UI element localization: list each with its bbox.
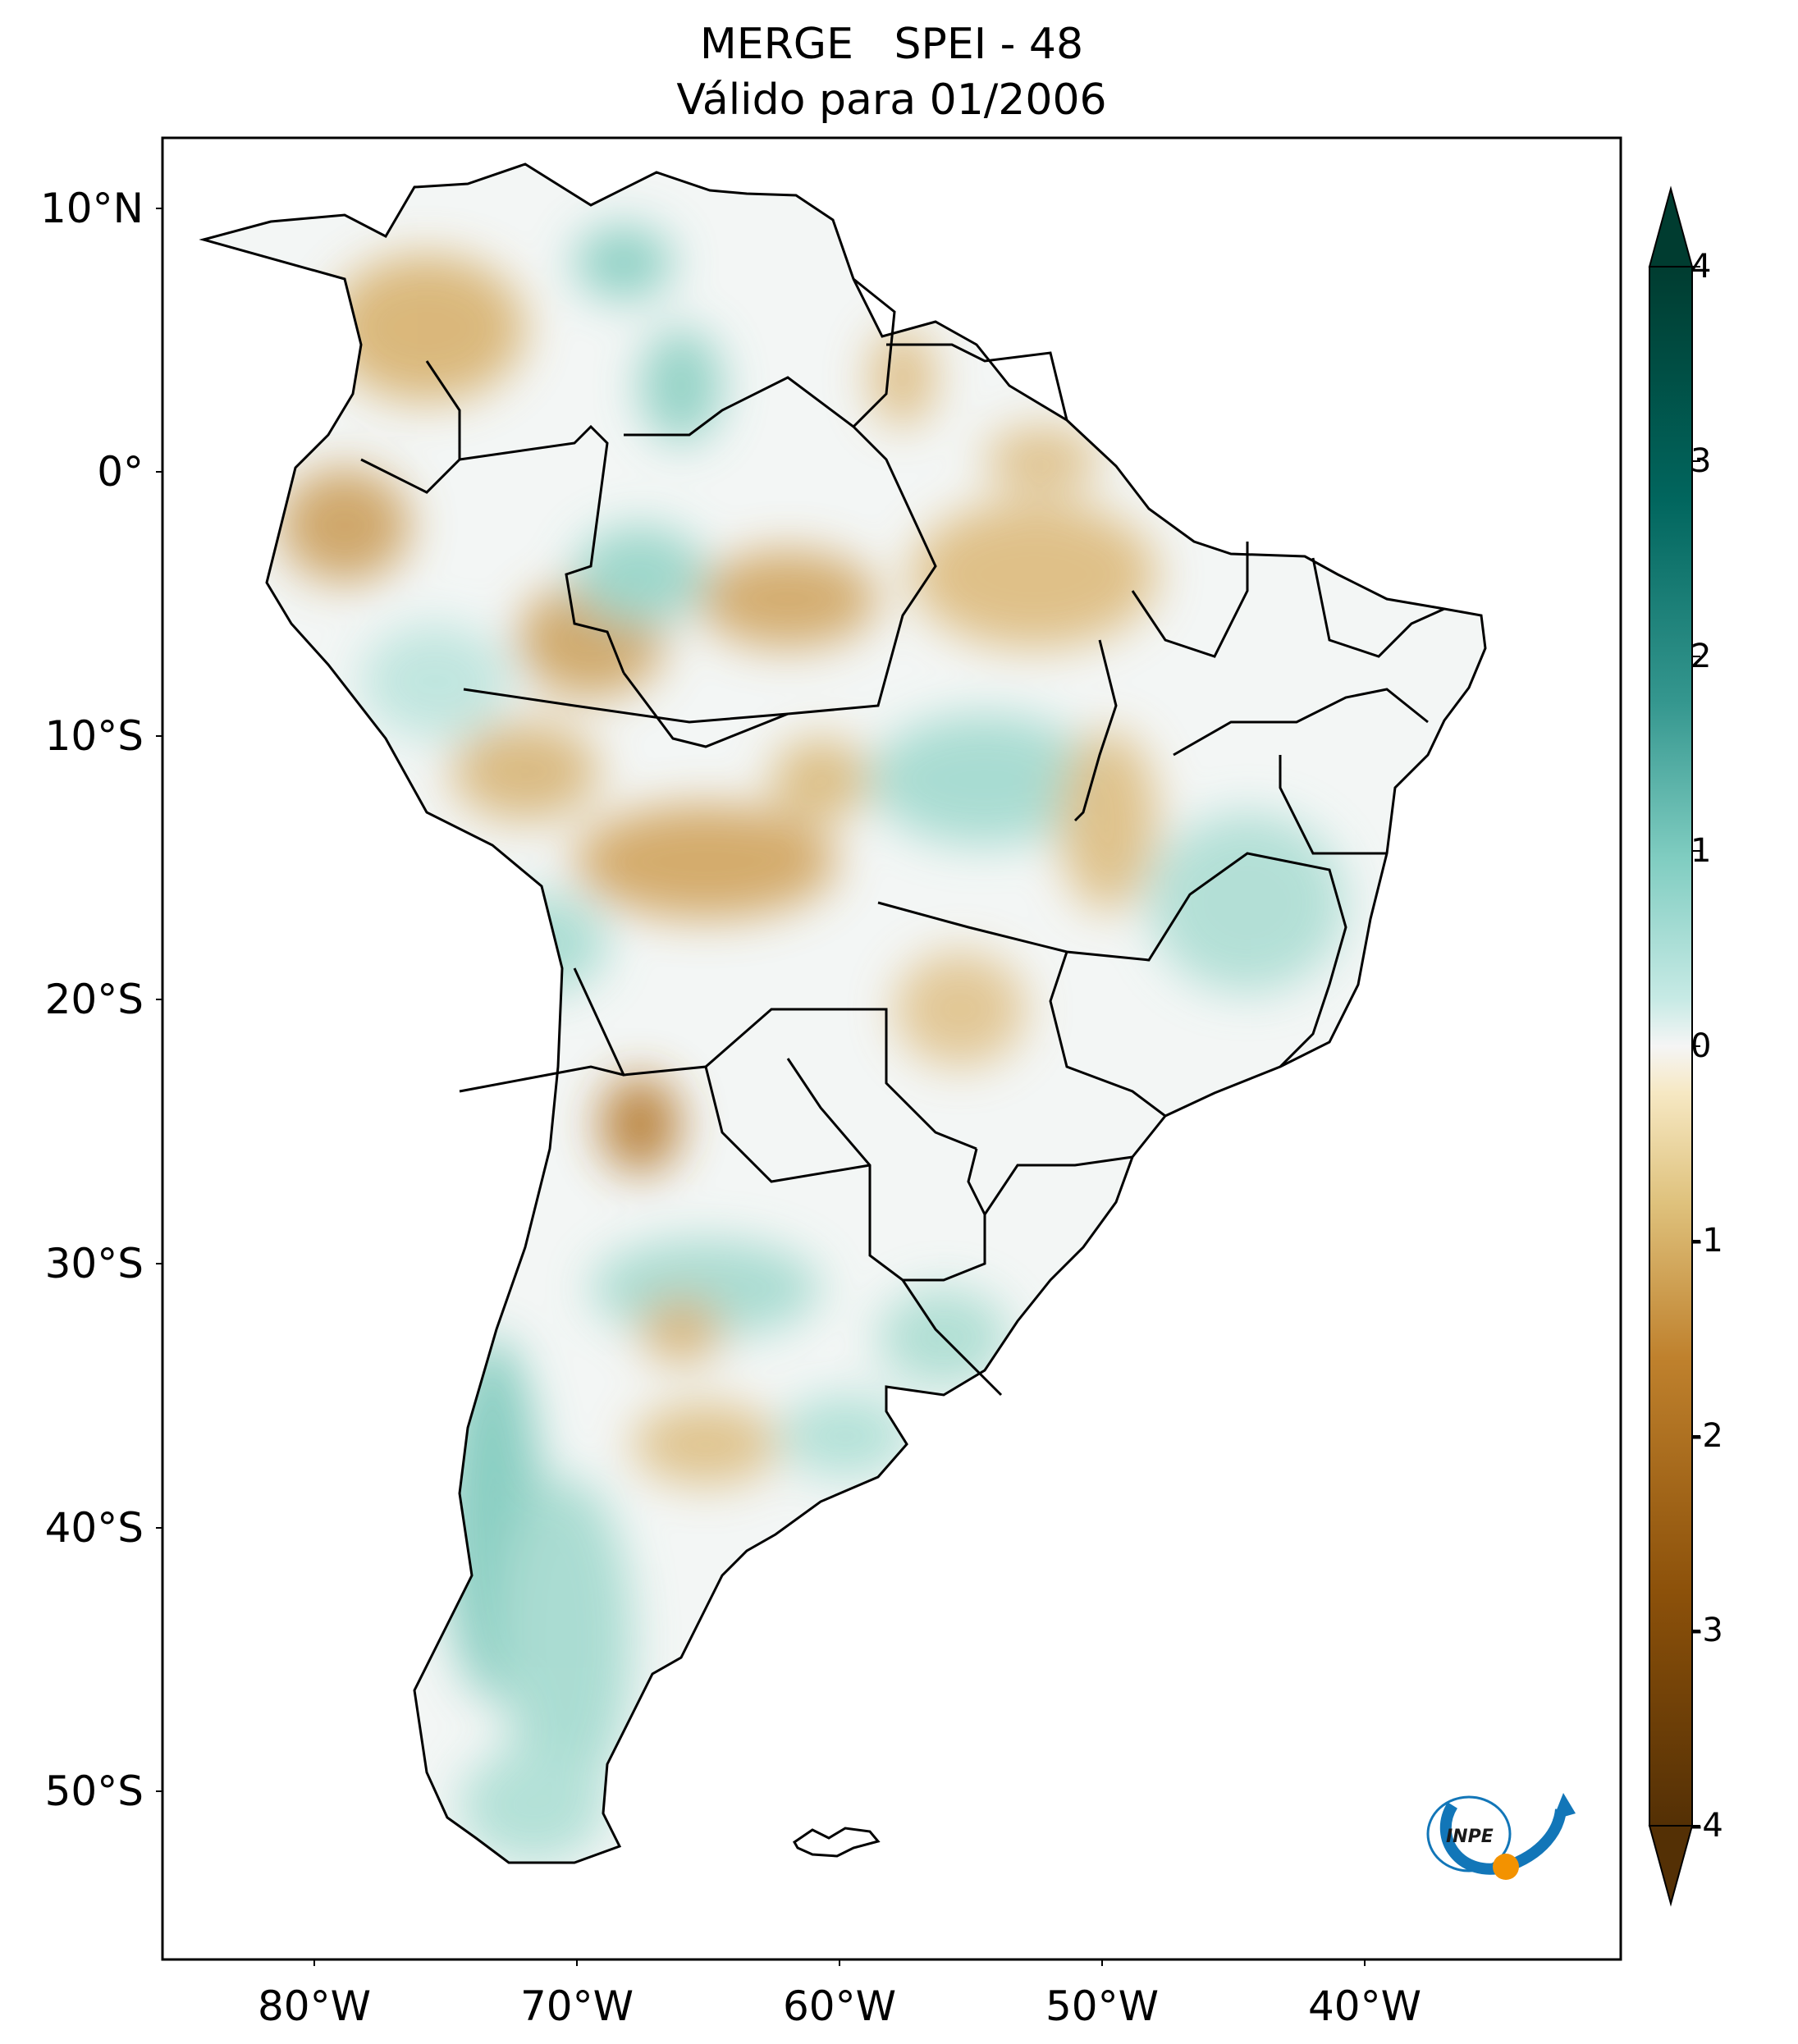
lon-label-60w: 60°W [782,1982,897,2030]
colorbar-tick-neg3: -3 [1690,1612,1723,1649]
colorbar-gradient [1649,266,1693,1827]
lon-label-50w: 50°W [1045,1982,1160,2030]
lat-label-10n: 10°N [39,185,144,232]
axis-ticks [156,208,1366,1966]
colorbar-tick-neg4: -4 [1690,1807,1723,1845]
lat-label-10s: 10°S [44,712,144,760]
inpe-logo-text: INPE [1446,1827,1494,1847]
colorbar-tick-1: 1 [1690,832,1712,870]
lon-label-70w: 70°W [519,1982,634,2030]
colorbar-tick-3: 3 [1690,442,1712,480]
lat-label-0: 0° [97,448,144,496]
colorbar-tick-4: 4 [1690,248,1712,286]
lat-label-20s: 20°S [44,976,144,1023]
colorbar-tick-0: 0 [1690,1027,1712,1065]
map-title: MERGE SPEI - 48 [699,20,1084,69]
map-subtitle: Válido para 01/2006 [676,75,1107,125]
lat-label-50s: 50°S [44,1767,144,1815]
colorbar [1648,185,1700,1907]
lat-label-30s: 30°S [44,1240,144,1287]
inpe-logo [1426,1793,1576,1880]
lon-label-80w: 80°W [257,1982,372,2030]
falkland-islands [793,1827,881,1858]
lat-label-40s: 40°S [44,1504,144,1552]
colorbar-tick-neg1: -1 [1690,1222,1723,1260]
colorbar-min-extension [1648,1825,1694,1907]
lon-label-40w: 40°W [1307,1982,1422,2030]
colorbar-tick-2: 2 [1690,638,1712,675]
country-borders [360,277,1445,1397]
colorbar-tick-neg2: -2 [1690,1417,1723,1455]
colorbar-max-extension [1648,185,1694,268]
